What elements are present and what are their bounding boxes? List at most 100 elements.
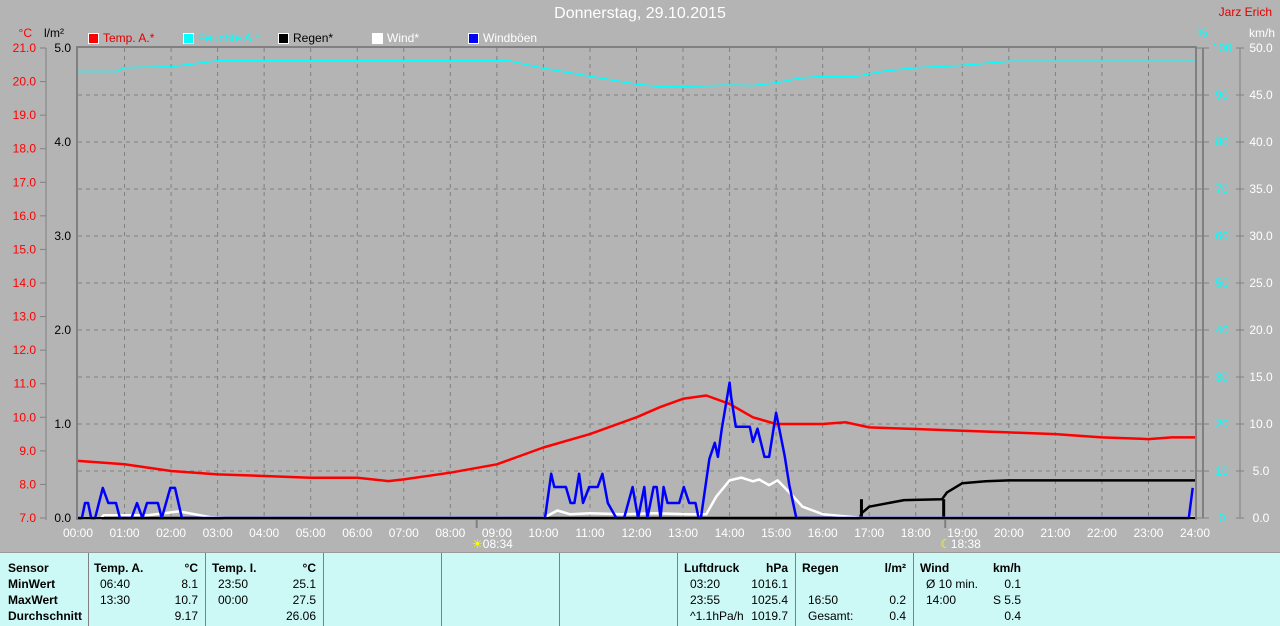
x-tick-label: 04:00 [249, 526, 279, 540]
temp-tick-label: 12.0 [13, 343, 37, 357]
temp_a-time: 13:30 [100, 593, 130, 607]
temp_i-time: 00:00 [218, 593, 248, 607]
rain-tick-label: 0.0 [54, 511, 71, 525]
temp_i-value: 25.1 [293, 577, 316, 591]
rain-tick-label: 3.0 [54, 229, 71, 243]
column-divider [323, 553, 324, 626]
temp-tick-label: 11.0 [14, 377, 37, 391]
temp-axis-unit: °C [19, 26, 33, 40]
temp_a-unit: °C [185, 561, 198, 575]
station-owner: Jarz Erich [1219, 5, 1272, 19]
sensor-header: Sensor [8, 561, 49, 575]
wind-time: Ø 10 min. [926, 577, 978, 591]
temp_i-value: 27.5 [293, 593, 316, 607]
x-tick-label: 03:00 [203, 526, 233, 540]
sunrise-time: 08:34 [483, 537, 513, 551]
humidity-tick-label: 90 [1215, 88, 1229, 102]
series-line-windben [78, 383, 1193, 518]
wind-tick-label: 45.0 [1249, 88, 1273, 102]
x-tick-label: 12:00 [621, 526, 651, 540]
pressure-value: 1016.1 [751, 577, 788, 591]
legend-gusts: Windböen [468, 31, 537, 45]
legend-temp: Temp. A.* [88, 31, 154, 45]
rain-time: Gesamt: [808, 609, 853, 623]
x-tick-label: 02:00 [156, 526, 186, 540]
chart-title: Donnerstag, 29.10.2015 [0, 5, 1280, 23]
wind-unit: km/h [993, 561, 1021, 575]
humidity-axis-unit: % [1197, 26, 1208, 40]
column-divider [88, 553, 89, 626]
column-divider [441, 553, 442, 626]
wind-tick-label: 40.0 [1249, 135, 1273, 149]
temp_i-value: 26.06 [286, 609, 316, 623]
x-tick-label: 18:00 [901, 526, 931, 540]
wind-tick-label: 20.0 [1249, 323, 1273, 337]
humidity-tick-label: 40 [1215, 323, 1229, 337]
x-tick-label: 17:00 [854, 526, 884, 540]
humidity-tick-label: 0 [1219, 511, 1226, 525]
humidity-tick-label: 70 [1215, 182, 1229, 196]
sunset-time: 18:38 [951, 537, 981, 551]
legend-swatch-icon [278, 33, 289, 44]
x-tick-label: 24:00 [1180, 526, 1210, 540]
legend-label: Temp. A.* [103, 31, 154, 45]
legend-swatch-icon [372, 33, 383, 44]
legend-rain: Regen* [278, 31, 333, 45]
rain-tick-label: 2.0 [54, 323, 71, 337]
column-divider [205, 553, 206, 626]
humidity-tick-label: 100 [1212, 41, 1232, 55]
wind-tick-label: 15.0 [1249, 370, 1273, 384]
legend-swatch-icon [183, 33, 194, 44]
pressure-time: 23:55 [690, 593, 720, 607]
sunset-marker: ☾18:38 [940, 537, 981, 551]
temp-tick-label: 17.0 [13, 175, 37, 189]
humidity-tick-label: 60 [1215, 229, 1229, 243]
temp_a-time: 06:40 [100, 577, 130, 591]
humidity-tick-label: 80 [1215, 135, 1229, 149]
temp-tick-label: 19.0 [13, 108, 37, 122]
x-tick-label: 08:00 [435, 526, 465, 540]
temp-tick-label: 21.0 [13, 41, 37, 55]
temp_i-time: 23:50 [218, 577, 248, 591]
pressure-time: ^1.1hPa/h [690, 609, 744, 623]
temp-tick-label: 13.0 [13, 310, 37, 324]
rain-unit: l/m² [885, 561, 906, 575]
rain-time: 16:50 [808, 593, 838, 607]
wind-tick-label: 5.0 [1253, 464, 1270, 478]
temp-tick-label: 9.0 [19, 444, 36, 458]
temp_a-header: Temp. A. [94, 561, 143, 575]
sunset-icon: ☾ [940, 537, 951, 551]
rain-tick-label: 1.0 [54, 417, 71, 431]
column-divider [677, 553, 678, 626]
temp_i-unit: °C [303, 561, 316, 575]
sunrise-marker: ☀08:34 [472, 537, 513, 551]
wind-value: 0.4 [1004, 609, 1021, 623]
legend-humidity: Feuchte A.* [183, 31, 260, 45]
column-divider [913, 553, 914, 626]
rain-axis-unit: l/m² [44, 26, 64, 40]
x-tick-label: 15:00 [761, 526, 791, 540]
temp_i-header: Temp. I. [212, 561, 256, 575]
temp-tick-label: 7.0 [19, 511, 36, 525]
temp-tick-label: 10.0 [13, 410, 37, 424]
rain-header: Regen [802, 561, 839, 575]
temp-tick-label: 8.0 [19, 477, 36, 491]
x-tick-label: 11:00 [575, 526, 604, 540]
statistics-panel: Sensor MinWert MaxWert Durchschnitt Temp… [0, 552, 1280, 626]
x-tick-label: 06:00 [342, 526, 372, 540]
pressure-value: 1025.4 [751, 593, 788, 607]
x-tick-label: 10:00 [528, 526, 558, 540]
temp_a-value: 10.7 [175, 593, 198, 607]
x-tick-label: 21:00 [1040, 526, 1070, 540]
rain-tick-label: 4.0 [54, 135, 71, 149]
wind-axis-unit: km/h [1249, 26, 1275, 40]
temp_a-value: 8.1 [181, 577, 198, 591]
legend-label: Feuchte A.* [198, 31, 260, 45]
pressure-value: 1019.7 [751, 609, 788, 623]
temp_a-value: 9.17 [175, 609, 198, 623]
wind-time: 14:00 [926, 593, 956, 607]
legend-label: Wind* [387, 31, 419, 45]
rain-value: 0.4 [889, 609, 906, 623]
x-tick-label: 00:00 [63, 526, 93, 540]
